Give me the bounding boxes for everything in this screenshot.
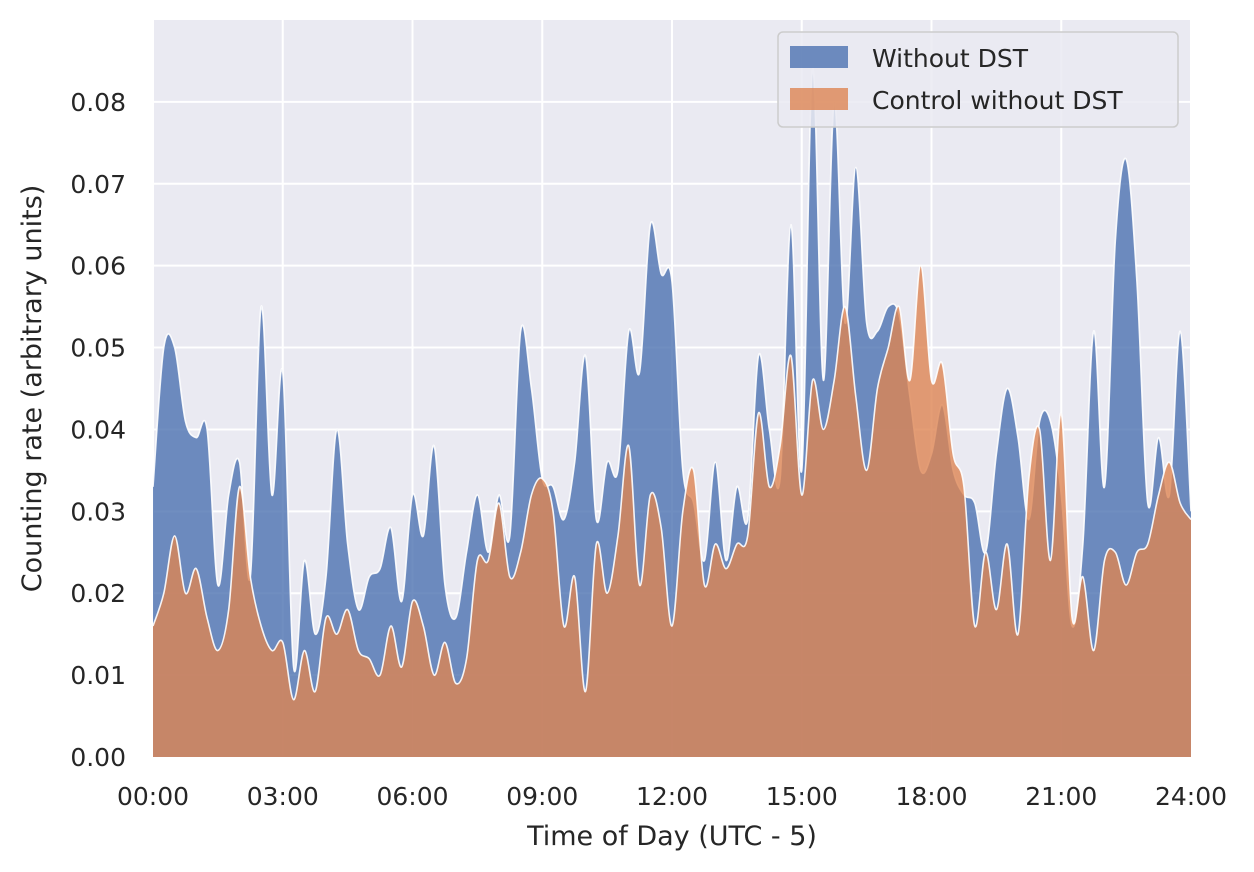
- x-tick-label: 03:00: [247, 782, 319, 811]
- y-tick-label: 0.03: [70, 497, 126, 526]
- area-edge-control-without-dst: [152, 264, 1192, 701]
- legend-swatch-control-without-dst: [790, 88, 848, 110]
- y-axis-label: Counting rate (arbitrary units): [17, 185, 48, 593]
- legend-box: [777, 31, 1179, 128]
- legend-swatch-without-dst: [790, 46, 848, 68]
- area-series: [152, 68, 1192, 758]
- legend-label-without-dst: Without DST: [872, 44, 1029, 73]
- y-tick-label: 0.04: [70, 415, 126, 444]
- y-tick-labels: 0.00 0.01 0.02 0.03 0.04 0.05 0.06 0.07 0.08: [70, 88, 126, 772]
- area-control-without-dst: [153, 265, 1191, 757]
- y-tick-label: 0.07: [70, 170, 126, 199]
- x-tick-label: 12:00: [636, 782, 708, 811]
- legend-label-control-without-dst: Control without DST: [872, 86, 1123, 115]
- y-tick-label: 0.01: [70, 661, 126, 690]
- y-tick-label: 0.06: [70, 252, 126, 281]
- y-tick-label: 0.02: [70, 579, 126, 608]
- x-tick-labels: 00:00 03:00 06:00 09:00 12:00 15:00 18:00 21:00…: [117, 782, 1227, 811]
- x-tick-label: 18:00: [895, 782, 967, 811]
- y-tick-label: 0.05: [70, 334, 126, 363]
- legend: Without DST Control without DST: [777, 31, 1179, 128]
- x-tick-label: 00:00: [117, 782, 189, 811]
- x-tick-label: 15:00: [766, 782, 838, 811]
- x-tick-label: 21:00: [1025, 782, 1097, 811]
- x-axis-label: Time of Day (UTC - 5): [526, 821, 817, 852]
- x-tick-label: 09:00: [506, 782, 578, 811]
- x-tick-label: 06:00: [376, 782, 448, 811]
- y-tick-label: 0.08: [70, 88, 126, 117]
- x-tick-label: 24:00: [1155, 782, 1227, 811]
- y-tick-label: 0.00: [70, 743, 126, 772]
